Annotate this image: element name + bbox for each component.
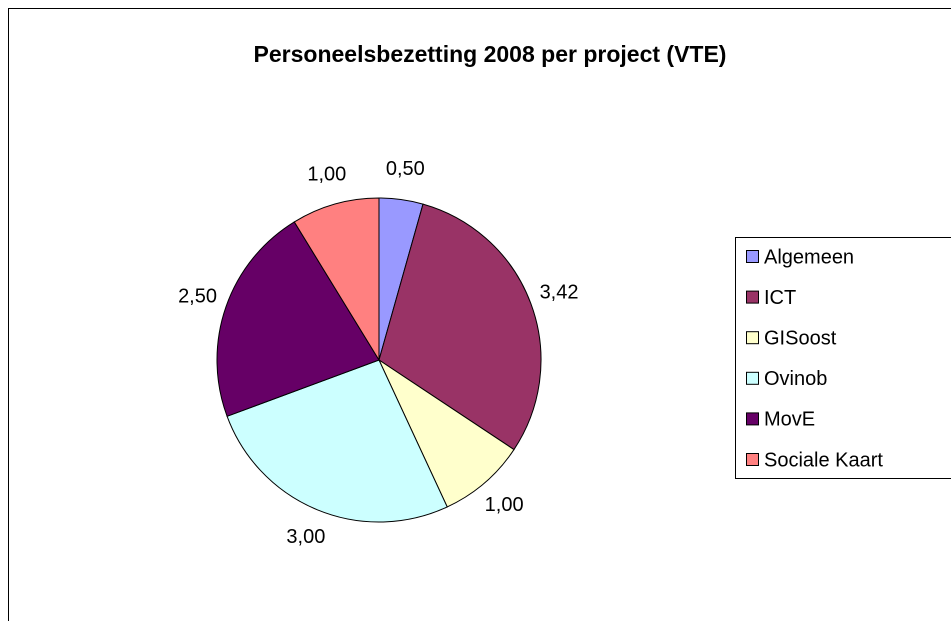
legend-label: MovE <box>764 409 815 431</box>
pie-slice <box>378 203 542 451</box>
legend-swatch <box>746 250 759 263</box>
data-label: 3,00 <box>286 526 325 548</box>
legend-swatch <box>746 453 759 466</box>
data-label: 3,42 <box>540 282 579 304</box>
pie-slice <box>377 358 515 508</box>
chart-title: Personeelsbezetting 2008 per project (VT… <box>254 41 727 67</box>
legend-swatch <box>746 331 759 345</box>
data-label: 1,00 <box>307 164 346 186</box>
legend-label: ICT <box>764 287 796 309</box>
pie-slice <box>293 197 380 362</box>
legend-label: Sociale Kaart <box>764 449 883 471</box>
legend-box <box>735 237 951 479</box>
data-label: 0,50 <box>386 158 425 180</box>
legend-label: Ovinob <box>764 368 827 390</box>
data-label: 2,50 <box>178 286 217 308</box>
legend-swatch <box>746 412 759 426</box>
legend-swatch <box>746 371 759 385</box>
legend-label: GISoost <box>764 327 837 349</box>
legend-swatch <box>746 290 759 304</box>
pie-slice <box>216 221 380 417</box>
data-label: 1,00 <box>485 494 524 516</box>
legend-label: Algemeen <box>764 246 854 268</box>
pie-slice <box>226 359 448 523</box>
